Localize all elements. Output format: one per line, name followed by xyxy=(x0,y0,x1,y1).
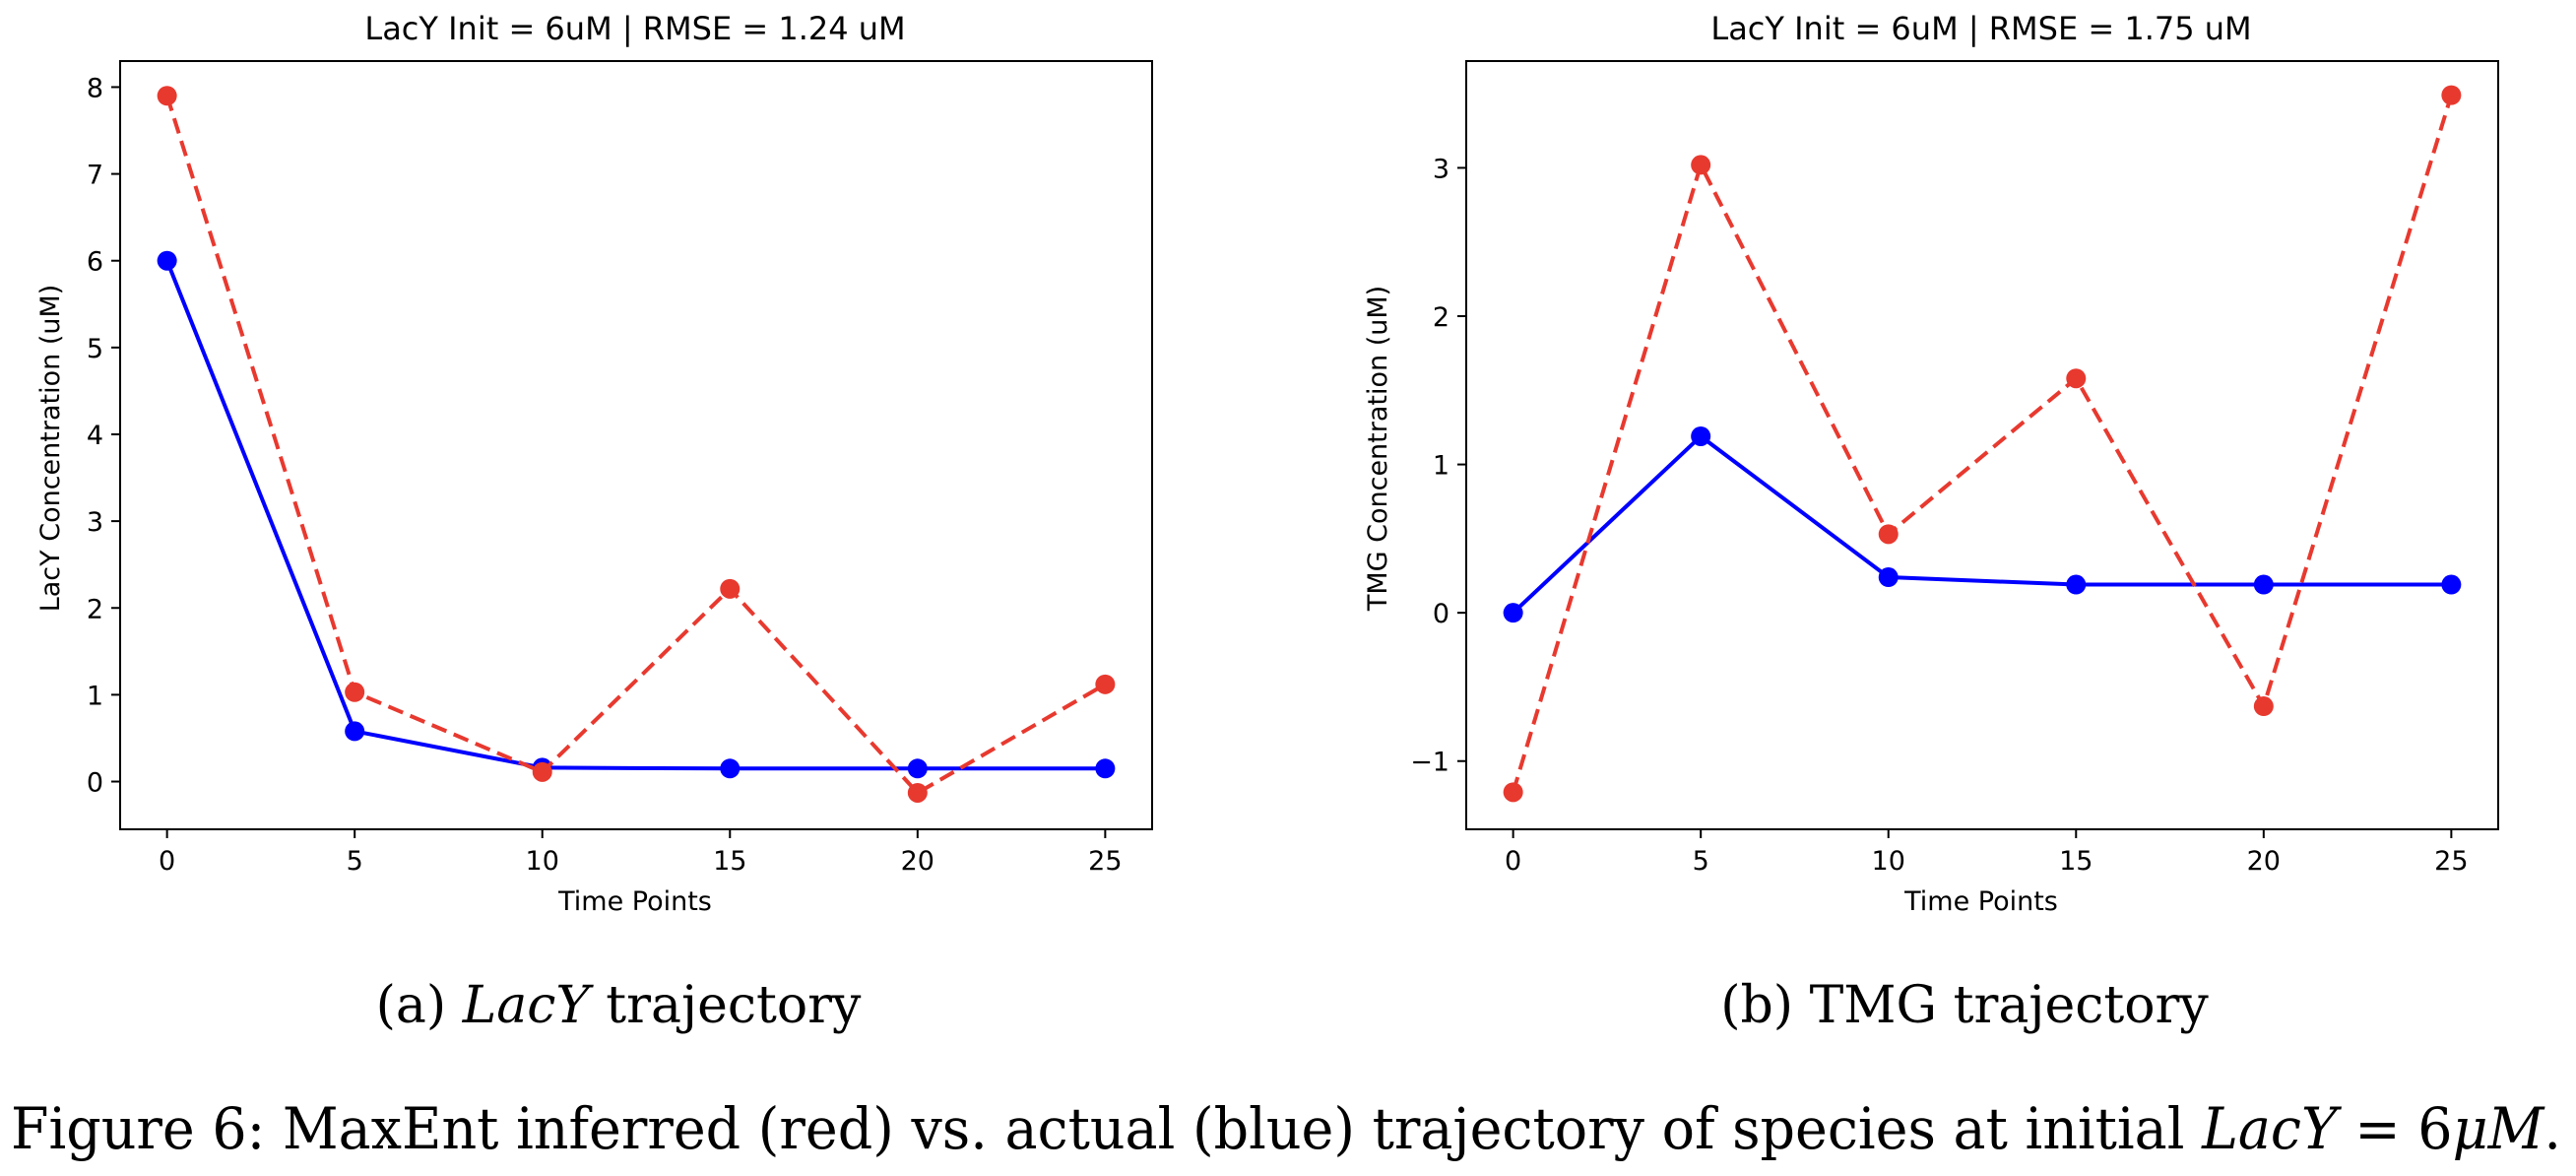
inferred-data-point xyxy=(2253,696,2274,717)
plot-frame xyxy=(1465,60,2499,830)
inferred-series-line xyxy=(1511,95,2454,793)
plot-frame xyxy=(119,60,1153,830)
y-tick-label: 0 xyxy=(1433,599,1449,629)
x-tick-label: 10 xyxy=(1872,846,1905,877)
subcaption-a-emph: LacY xyxy=(462,976,595,1035)
x-tick-label: 0 xyxy=(1505,846,1521,877)
inferred-data-point xyxy=(1095,674,1116,694)
actual-series-line xyxy=(1512,433,2452,615)
figure-caption: Figure 6: MaxEnt inferred (red) vs. actu… xyxy=(11,1095,2561,1162)
caption-part3: . xyxy=(2544,1095,2561,1162)
x-tick-label: 0 xyxy=(159,846,175,877)
x-tick-label: 15 xyxy=(713,846,746,877)
y-tick-label: 7 xyxy=(87,161,103,191)
actual-data-point xyxy=(1691,425,1711,446)
y-tick-label: 3 xyxy=(1433,154,1449,184)
inferred-data-point xyxy=(907,782,928,803)
x-tick-label: 15 xyxy=(2059,846,2093,877)
inferred-data-point xyxy=(2441,85,2462,105)
inferred-data-point xyxy=(1691,155,1711,175)
caption-emph2: μM xyxy=(2453,1095,2545,1162)
inferred-series-line xyxy=(164,95,1107,795)
y-tick-label: 3 xyxy=(87,507,103,538)
x-axis-label: Time Points xyxy=(557,886,712,917)
x-tick-label: 25 xyxy=(2434,846,2468,877)
chart-title: LacY Init = 6uM | RMSE = 1.75 uM xyxy=(1710,10,2251,47)
chart-panel-lacy: LacY Init = 6uM | RMSE = 1.24 uM Time Po… xyxy=(35,10,1153,917)
subcaption-b: (b) TMG trajectory xyxy=(1720,976,2209,1035)
x-tick-label: 25 xyxy=(1088,846,1122,877)
y-tick-label: 8 xyxy=(87,73,103,103)
x-tick-label: 5 xyxy=(347,846,363,877)
actual-data-point xyxy=(907,758,928,779)
inferred-data-point xyxy=(2066,368,2087,389)
subcaption-a-prefix: (a) xyxy=(376,976,463,1035)
subcaption-a: (a) LacY trajectory xyxy=(376,976,862,1035)
actual-data-point xyxy=(1095,758,1116,779)
y-tick-label: 2 xyxy=(1433,302,1449,333)
y-tick-label: 5 xyxy=(87,334,103,364)
y-tick-label: 1 xyxy=(1433,451,1449,482)
inferred-data-point xyxy=(720,578,741,599)
inferred-data-point xyxy=(157,86,177,106)
actual-data-point xyxy=(2066,574,2087,595)
subcaption-b-text: (b) TMG trajectory xyxy=(1720,976,2209,1035)
inferred-data-point xyxy=(1503,782,1523,803)
actual-data-point xyxy=(1878,567,1899,588)
x-tick-label: 5 xyxy=(1693,846,1709,877)
actual-data-point xyxy=(2253,574,2274,595)
caption-part1: Figure 6: MaxEnt inferred (red) vs. actu… xyxy=(11,1095,2202,1162)
y-tick-label: 2 xyxy=(87,594,103,624)
plot-marks xyxy=(1503,85,2462,803)
chart-panel-tmg: LacY Init = 6uM | RMSE = 1.75 uM Time Po… xyxy=(1363,10,2499,917)
inferred-data-point xyxy=(532,761,552,782)
subcaption-a-suffix: trajectory xyxy=(590,976,862,1035)
x-tick-label: 20 xyxy=(2247,846,2281,877)
y-axis-label: TMG Concentration (uM) xyxy=(1363,286,1393,612)
actual-data-point xyxy=(1503,603,1523,623)
caption-emph1: LacY xyxy=(2201,1095,2342,1162)
x-tick-label: 10 xyxy=(526,846,559,877)
plot-marks xyxy=(157,86,1116,803)
x-tick-label: 20 xyxy=(901,846,934,877)
tick-group: 0 5 10 15 20 25 −1 0 1 2 3 xyxy=(1410,154,2468,877)
y-tick-label: 6 xyxy=(87,247,103,278)
inferred-data-point xyxy=(1878,524,1899,545)
actual-data-point xyxy=(345,721,365,742)
y-axis-label: LacY Concentration (uM) xyxy=(35,285,66,613)
chart-title: LacY Init = 6uM | RMSE = 1.24 uM xyxy=(364,10,905,47)
caption-part2: = 6 xyxy=(2338,1095,2453,1162)
actual-data-point xyxy=(157,250,177,271)
actual-data-point xyxy=(2441,574,2462,595)
y-tick-label: 0 xyxy=(87,768,103,799)
y-tick-label: −1 xyxy=(1410,748,1449,778)
inferred-data-point xyxy=(345,682,365,702)
actual-series-line xyxy=(164,259,1106,771)
tick-group: 0 5 10 15 20 25 0 1 2 3 4 5 6 7 8 xyxy=(87,73,1123,877)
actual-data-point xyxy=(720,758,741,779)
x-axis-label: Time Points xyxy=(1903,886,2058,917)
y-tick-label: 4 xyxy=(87,421,103,451)
y-tick-label: 1 xyxy=(87,681,103,711)
